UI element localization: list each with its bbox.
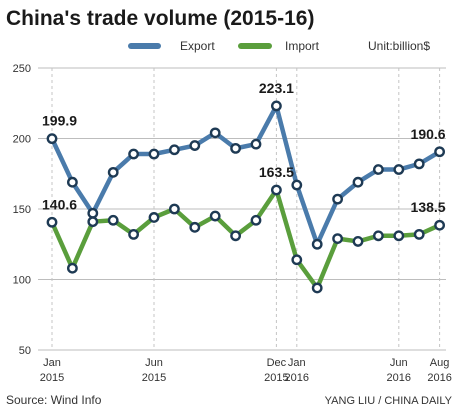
data-label-export-2015-12: 223.1 <box>259 80 294 96</box>
x-tick-year-1: 2015 <box>142 372 166 384</box>
point-import-2015-11 <box>250 214 262 226</box>
point-export-2015-03 <box>87 207 99 219</box>
point-export-2015-06 <box>148 148 160 160</box>
point-export-2015-07 <box>168 144 180 156</box>
point-import-2015-04 <box>107 214 119 226</box>
point-export-2016-01 <box>291 179 303 191</box>
annotations: 199.9 223.1 190.6 140.6 163.5 138.5 <box>42 80 446 215</box>
x-tick-year-5: 2016 <box>427 372 451 384</box>
point-export-2016-08 <box>434 146 445 158</box>
point-export-2016-02 <box>311 238 323 250</box>
y-tick-label-200: 200 <box>13 134 31 146</box>
y-tick-label-50: 50 <box>19 345 31 357</box>
legend: Export Import Unit:billion$ <box>128 39 430 53</box>
data-label-export-2016-08: 190.6 <box>411 126 446 142</box>
point-export-2015-12 <box>270 100 282 112</box>
point-import-2015-02 <box>67 262 78 274</box>
point-export-2015-11 <box>250 138 262 150</box>
point-export-2016-04 <box>352 176 364 188</box>
y-axis: 50 100 150 200 250 <box>13 63 31 357</box>
point-export-2015-08 <box>189 140 201 151</box>
point-export-2016-07 <box>413 158 425 170</box>
x-tick-year-2: 2015 <box>264 372 288 384</box>
point-import-2015-05 <box>128 228 140 240</box>
point-import-2016-07 <box>413 228 425 240</box>
point-export-2016-06 <box>393 164 405 175</box>
x-tick-month-2: Dec <box>267 357 287 369</box>
data-label-import-2016-08: 138.5 <box>411 199 446 215</box>
point-import-2015-06 <box>148 212 160 223</box>
point-import-2016-08 <box>434 219 445 231</box>
data-label-import-2015-01: 140.6 <box>42 196 77 212</box>
x-tick-year-4: 2016 <box>387 372 411 384</box>
point-export-2016-05 <box>372 164 384 175</box>
legend-label-export: Export <box>180 39 215 53</box>
legend-label-import: Import <box>285 39 320 53</box>
data-label-export-2015-01: 199.9 <box>42 113 77 129</box>
y-tick-label-100: 100 <box>13 275 31 287</box>
point-import-2015-12 <box>270 184 282 196</box>
y-tick-label-150: 150 <box>13 204 31 216</box>
x-tick-month-5: Aug <box>430 357 450 369</box>
point-export-2015-02 <box>67 176 78 188</box>
x-tick-month-4: Jun <box>390 357 408 369</box>
unit-label: Unit:billion$ <box>368 39 430 53</box>
point-import-2016-02 <box>311 282 323 294</box>
x-tick-year-3: 2016 <box>285 372 309 384</box>
point-import-2016-06 <box>393 230 405 242</box>
series <box>46 100 445 294</box>
x-tick-month-3: Jan <box>288 357 306 369</box>
point-export-2015-01 <box>46 133 58 145</box>
point-import-2015-08 <box>189 221 201 233</box>
point-import-2015-01 <box>46 216 58 228</box>
x-tick-month-0: Jan <box>43 357 61 369</box>
point-export-2015-05 <box>128 148 140 160</box>
credit-note: YANG LIU / CHINA DAILY <box>325 395 453 407</box>
source-note: Source: Wind Info <box>6 393 102 407</box>
point-import-2016-03 <box>332 233 343 245</box>
y-tick-label-250: 250 <box>13 63 31 75</box>
point-export-2015-10 <box>230 142 242 154</box>
point-import-2015-09 <box>209 210 221 222</box>
point-export-2015-09 <box>209 127 221 139</box>
point-import-2015-07 <box>168 203 180 215</box>
point-import-2016-01 <box>291 254 303 266</box>
x-axis: Jan2015Jun2015Dec2015Jan2016Jun2016Aug20… <box>40 357 452 384</box>
point-import-2016-04 <box>352 236 364 247</box>
point-export-2015-04 <box>107 166 119 178</box>
x-tick-year-0: 2015 <box>40 372 64 384</box>
data-label-import-2015-12: 163.5 <box>259 164 294 180</box>
grid <box>38 67 446 351</box>
chart-title: China's trade volume (2015-16) <box>6 7 314 30</box>
x-tick-month-1: Jun <box>145 357 163 369</box>
point-import-2015-03 <box>87 216 99 228</box>
point-export-2016-03 <box>332 193 343 205</box>
point-import-2015-10 <box>230 230 242 242</box>
point-import-2016-05 <box>372 230 384 242</box>
